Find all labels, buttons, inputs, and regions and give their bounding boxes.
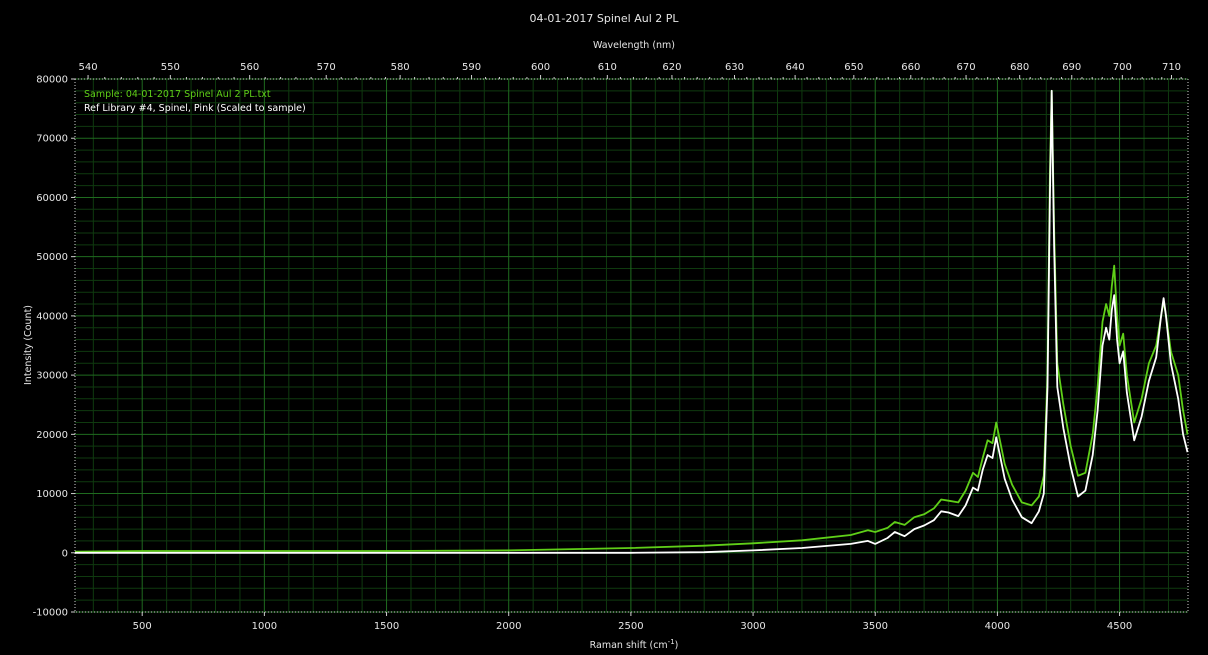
- top-tick-label: 580: [391, 62, 410, 73]
- y-tick-label: 10000: [36, 489, 68, 500]
- top-tick-label: 630: [725, 62, 744, 73]
- top-tick-label: 570: [317, 62, 336, 73]
- x-axis-label-suffix: ): [675, 640, 679, 651]
- x-tick-label: 2000: [496, 621, 521, 632]
- grid: [75, 78, 1188, 613]
- top-tick-label: 670: [956, 62, 975, 73]
- x-axis: 500 1000 1500 2000 2500 3000 3500 4000 4500: [133, 612, 1132, 632]
- legend-entry-reference: Ref Library #4, Spinel, Pink (Scaled to …: [84, 103, 306, 114]
- plot-area: [74, 78, 1189, 613]
- top-tick-label: 550: [161, 62, 180, 73]
- y-tick-label: 30000: [36, 371, 68, 382]
- top-tick-label: 560: [240, 62, 259, 73]
- y-axis: -10000 0 10000 20000 30000 40000 50000 60000 700…: [33, 75, 75, 619]
- y-tick-label: -10000: [33, 608, 68, 619]
- top-tick-label: 700: [1113, 62, 1132, 73]
- x-tick-label: 4500: [1107, 621, 1132, 632]
- series-line-sample: [74, 89, 1189, 553]
- series-line-reference: [75, 89, 1189, 554]
- x-tick-label: 1000: [252, 621, 277, 632]
- y-tick-label: 60000: [36, 193, 68, 204]
- chart-title: 04-01-2017 Spinel Aul 2 PL: [529, 12, 679, 25]
- y-tick-label: 80000: [36, 75, 68, 86]
- series-group: [74, 89, 1189, 554]
- y-tick-label: 0: [62, 548, 68, 559]
- y-tick-label: 50000: [36, 252, 68, 263]
- x-axis-label-main: Raman shift (cm: [590, 640, 668, 651]
- x-axis-label: Raman shift (cm-1): [590, 638, 679, 651]
- x-tick-label: 3500: [863, 621, 888, 632]
- top-axis: 540 550 560 570 580 590 600 610 620 630 640 650 660 6…: [79, 62, 1182, 79]
- top-tick-label: 710: [1162, 62, 1181, 73]
- y-axis-label: Intensity (Count): [23, 305, 34, 385]
- x-tick-label: 4000: [985, 621, 1010, 632]
- top-tick-label: 600: [531, 62, 550, 73]
- y-tick-label: 40000: [36, 311, 68, 322]
- top-tick-label: 590: [462, 62, 481, 73]
- x-axis-label-superscript: -1: [668, 638, 675, 646]
- y-tick-label: 70000: [36, 134, 68, 145]
- top-tick-label: 660: [901, 62, 920, 73]
- legend: Sample: 04-01-2017 Spinel Aul 2 PL.txt R…: [84, 89, 306, 114]
- legend-entry-sample: Sample: 04-01-2017 Spinel Aul 2 PL.txt: [84, 89, 271, 100]
- x-tick-label: 1500: [374, 621, 399, 632]
- top-tick-label: 620: [662, 62, 681, 73]
- top-tick-label: 680: [1010, 62, 1029, 73]
- top-tick-label: 610: [598, 62, 617, 73]
- top-tick-label: 650: [844, 62, 863, 73]
- x-tick-label: 2500: [618, 621, 643, 632]
- y-tick-label: 20000: [36, 430, 68, 441]
- top-tick-label: 540: [79, 62, 98, 73]
- top-axis-label: Wavelength (nm): [593, 40, 675, 51]
- x-tick-label: 500: [133, 621, 152, 632]
- top-tick-label: 690: [1062, 62, 1081, 73]
- top-tick-label: 640: [786, 62, 805, 73]
- x-tick-label: 3000: [740, 621, 765, 632]
